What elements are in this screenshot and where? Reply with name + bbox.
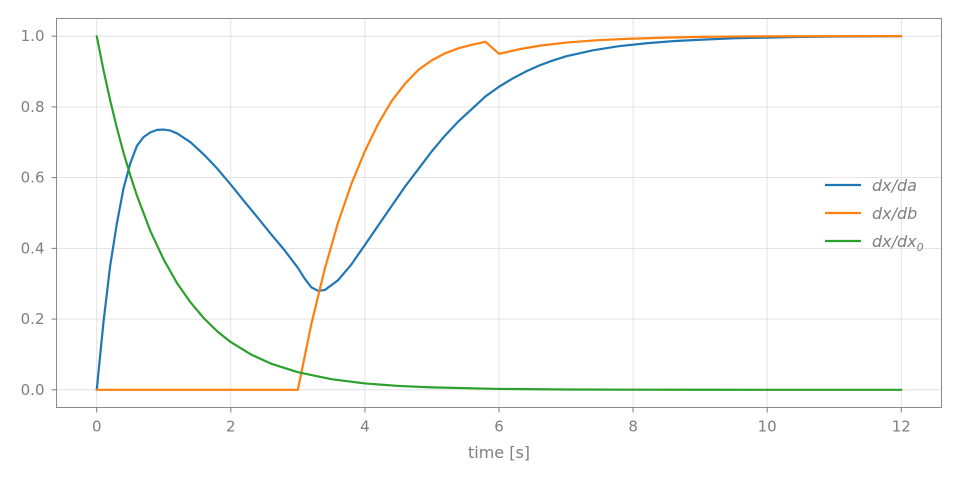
- x-tick-label: 4: [360, 418, 370, 436]
- x-tick-label: 10: [758, 418, 777, 436]
- y-tick-label: 0.6: [21, 169, 45, 187]
- y-tick-label: 0.8: [21, 98, 45, 116]
- legend-label-subscript: 0: [917, 241, 924, 254]
- legend-label-1: dx/da: [872, 176, 917, 195]
- y-tick-label: 0.4: [21, 239, 45, 257]
- series-line-3: [95, 35, 903, 391]
- legend-label-main: dx/db: [872, 204, 917, 223]
- y-tick-label: 0.0: [21, 381, 45, 399]
- series-line-1: [95, 35, 903, 391]
- x-tick-label: 2: [226, 418, 236, 436]
- legend-label-main: dx/dx: [872, 232, 917, 251]
- legend-label-2: dx/db: [872, 204, 917, 223]
- x-tick-label: 6: [494, 418, 504, 436]
- x-axis-title: time [s]: [468, 443, 530, 462]
- axis-ticks: 0 2 4 6 8 10 12 0.0 0.2 0.4 0.6 0.8 1.0: [21, 27, 911, 435]
- legend: dx/da dx/db dx/dx0: [825, 176, 924, 254]
- x-tick-label: 8: [628, 418, 638, 436]
- grid: [56, 18, 942, 408]
- x-tick-label: 12: [892, 418, 911, 436]
- legend-label-3: dx/dx0: [872, 232, 924, 254]
- y-tick-label: 0.2: [21, 310, 45, 328]
- x-tick-label: 0: [92, 418, 102, 436]
- series-line-2: [95, 35, 903, 391]
- legend-label-main: dx/da: [872, 176, 917, 195]
- y-tick-label: 1.0: [21, 27, 45, 45]
- series-layer: [95, 35, 903, 391]
